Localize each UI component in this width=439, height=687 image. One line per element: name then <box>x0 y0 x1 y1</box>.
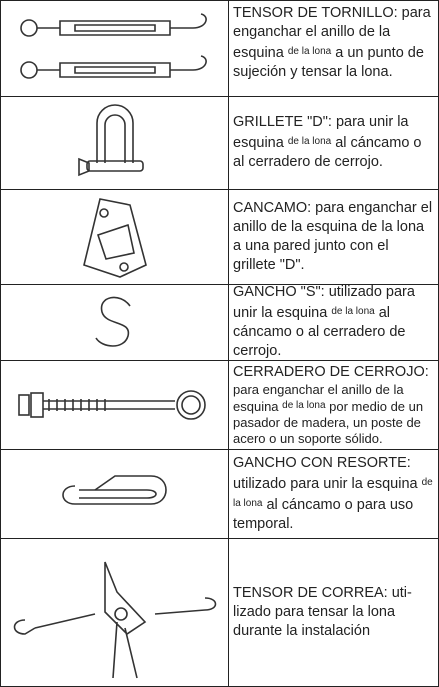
text: la lona <box>352 603 396 620</box>
text: de la lona <box>282 399 326 411</box>
description: CERRADERO DE CERROJO: para enganchar el a… <box>229 361 438 449</box>
ratchet-strap-image <box>1 538 229 686</box>
turnbuckle-image <box>1 1 229 96</box>
text: de la lona <box>287 46 332 57</box>
row: CERRADERO DE CERROJO: para enganchar el a… <box>1 359 438 449</box>
text: durante la instalación <box>233 622 371 639</box>
text: de la lona <box>361 218 425 235</box>
text: utilizado para unir la esquina <box>233 475 422 492</box>
text: a una pared junto con el grillete "D". <box>233 237 389 273</box>
text: al cáncamo o al cerradero de cerrojo. <box>233 305 406 360</box>
text: de la lona <box>233 476 433 509</box>
text: lizado para tensar <box>233 603 353 620</box>
row: TENSOR DE CORREA: uti-lizado para tensar… <box>1 537 438 686</box>
spring-hook-image <box>1 449 229 538</box>
description: TENSOR DE CORREA: uti-lizado para tensar… <box>229 539 438 686</box>
s-hook-image <box>1 284 229 360</box>
description: GANCHO CON RESORTE: utilizado para unir l… <box>229 450 438 538</box>
description: GRILLETE "D": para unir la esquina de la… <box>229 97 438 189</box>
text: GANCHO "S": utilizado para unir la esqui… <box>233 284 415 322</box>
text: GRILLETE "D": para unir la esquina <box>233 114 409 152</box>
text: al cáncamo o para uso temporal. <box>233 496 414 532</box>
row: GANCHO CON RESORTE: utilizado para unir l… <box>1 448 438 538</box>
row: TENSOR DE TORNILLO: para enganchar el an… <box>1 1 438 96</box>
row: GANCHO "S": utilizado para unir la esqui… <box>1 283 438 360</box>
text: CANCAMO: para enganchar el anillo de la … <box>233 199 433 235</box>
text: de la lona <box>287 136 332 148</box>
row: GRILLETE "D": para unir la esquina de la… <box>1 95 438 189</box>
pad-eye-image <box>1 189 229 284</box>
description: CANCAMO: para enganchar el anillo de la … <box>229 190 438 284</box>
description: TENSOR DE TORNILLO: para enganchar el an… <box>229 1 438 96</box>
row: CANCAMO: para enganchar el anillo de la … <box>1 188 438 284</box>
shackle-image <box>1 96 229 189</box>
text: TENSOR DE CORREA: uti- <box>233 584 412 601</box>
text: para enganchar el anillo de la esquina <box>233 381 404 414</box>
description: GANCHO "S": utilizado para unir la esqui… <box>229 284 438 360</box>
text: TENSOR DE TORNILLO: para enganchar el an… <box>233 5 431 61</box>
text: a un punto de sujeción y tensar la lona. <box>233 45 424 80</box>
text: GANCHO CON RESORTE: <box>233 454 411 471</box>
text: de la lona <box>331 306 375 318</box>
text: al cáncamo o al cerradero de cerrojo. <box>233 135 422 171</box>
eye-bolt-image <box>1 360 229 449</box>
text: CERRADERO DE CERROJO: <box>233 363 429 380</box>
text: por medio de un pasador de madera, un po… <box>233 398 424 446</box>
